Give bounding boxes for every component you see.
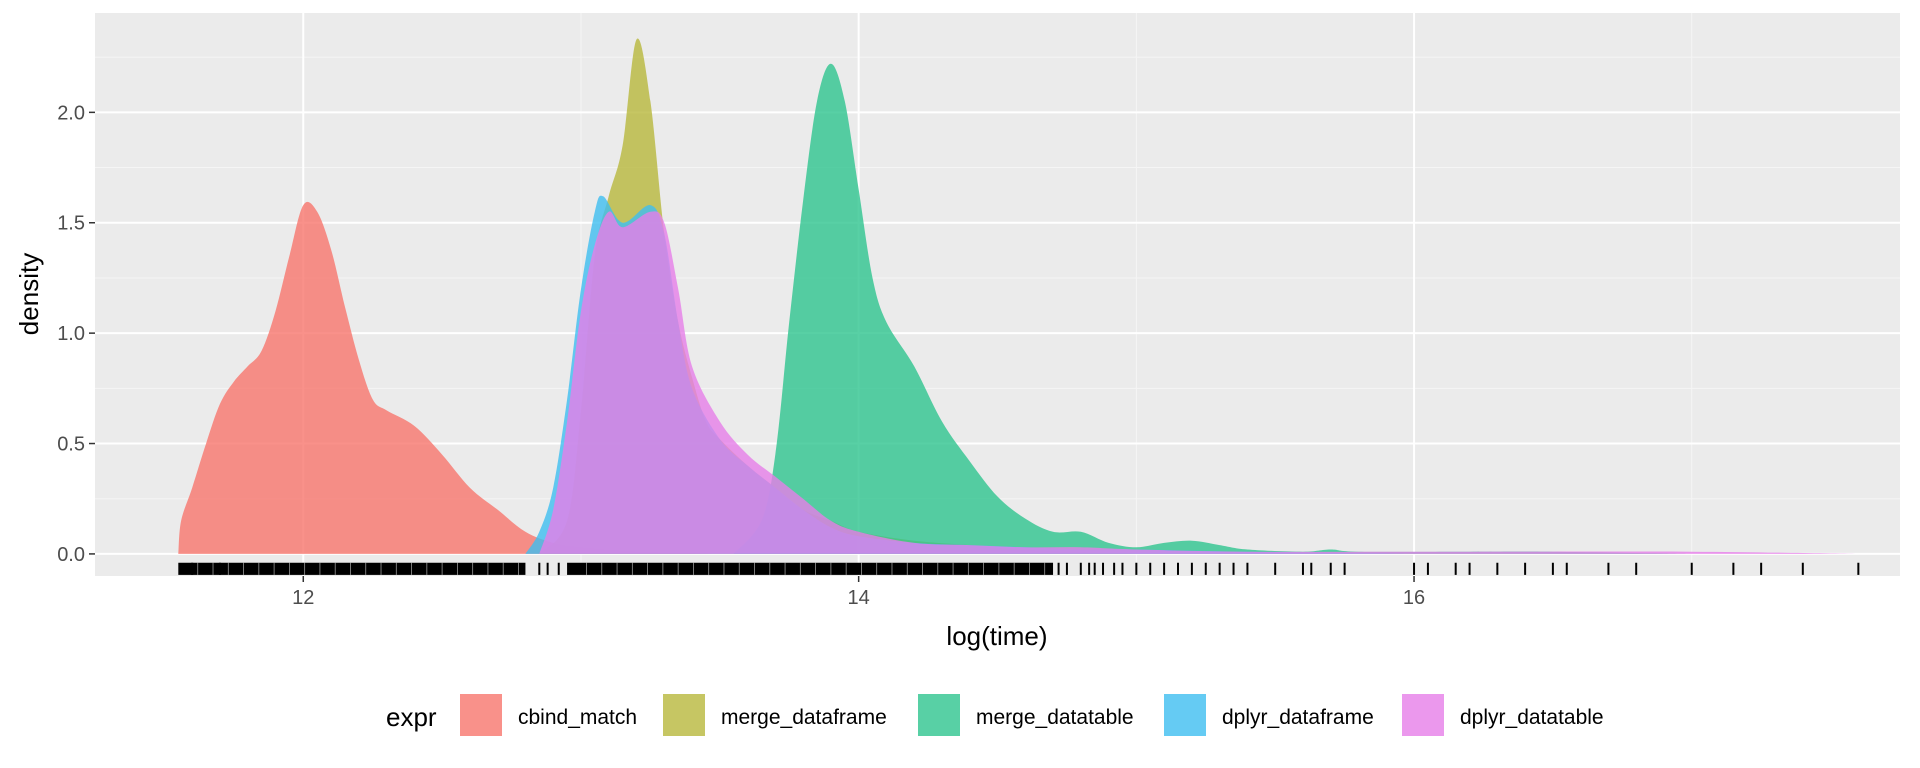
density-areas [178,38,1859,554]
legend-key-merge-dataframe [663,694,705,736]
rug-dense-band [567,562,1054,575]
y-tick-label: 0.5 [57,434,85,456]
legend-label-merge-datatable: merge_datatable [976,706,1134,729]
rug-marks [178,562,1860,575]
legend-key-dplyr-dataframe [1164,694,1206,736]
y-tick-label: 0.0 [57,544,85,566]
x-axis-title: log(time) [946,621,1047,651]
legend-label-dplyr-dataframe: dplyr_dataframe [1222,706,1374,729]
legend-label-cbind-match: cbind_match [518,706,637,729]
legend-label-merge-dataframe: merge_dataframe [721,706,887,729]
y-tick-label: 1.0 [57,323,85,345]
legend-key-merge-datatable [918,694,960,736]
y-axis-ticks: 0.0 0.5 1.0 1.5 2.0 [57,102,95,566]
density-area-cbind-match [178,201,720,554]
legend-title: expr [386,702,437,732]
legend-items: cbind_match merge_dataframe merge_datatabl… [460,694,1604,736]
density-area-merge-datatable [733,63,1692,554]
x-tick-label: 12 [292,587,314,609]
y-tick-label: 1.5 [57,213,85,235]
x-axis-ticks: 12 14 16 [292,576,1425,609]
legend-key-cbind-match [460,694,502,736]
y-tick-label: 2.0 [57,102,85,124]
x-tick-label: 14 [848,587,870,609]
rug-dense-band [178,562,526,575]
legend-label-dplyr-datatable: dplyr_datatable [1460,706,1604,729]
density-area-dplyr-datatable [539,211,1859,554]
y-axis-title: density [14,253,44,335]
x-tick-label: 16 [1403,587,1425,609]
legend-key-dplyr-datatable [1402,694,1444,736]
legend: expr cbind_match merge_dataframe merge_dat… [386,694,1604,736]
